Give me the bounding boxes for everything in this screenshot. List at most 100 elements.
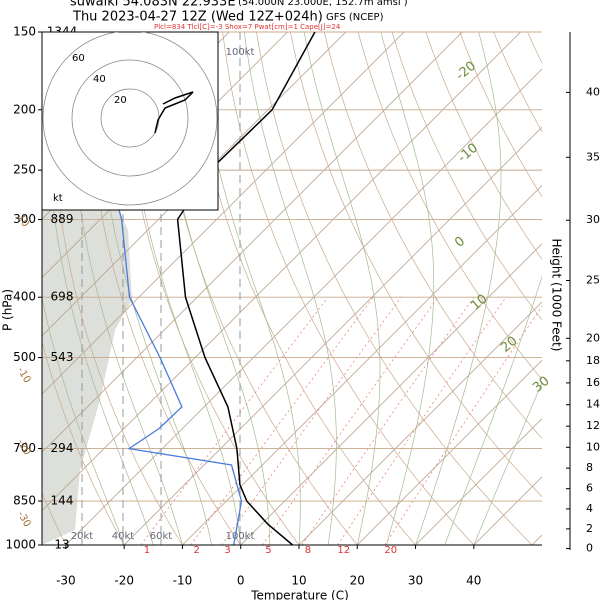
y-tick-label: 500 [13, 350, 36, 364]
dry-adiabat [120, 32, 300, 545]
y-tick-label: 250 [13, 163, 36, 177]
moist-adiabat [96, 32, 212, 545]
x-label: Temperature (C) [250, 589, 349, 600]
dry-adiabat [188, 32, 416, 545]
wind-ring-label: 40kt [112, 531, 135, 542]
moist-adiabat [42, 295, 125, 545]
isotherm [356, 359, 542, 545]
isotherm [298, 301, 542, 545]
moist-adiabat [157, 32, 271, 545]
x-tick-label: 10 [291, 574, 306, 588]
y2-tick-label: 30 [586, 213, 600, 226]
isotherm [182, 184, 542, 545]
dry-adiabat [86, 32, 241, 545]
y-tick-label: 700 [13, 441, 36, 455]
y-tick-label: 300 [13, 212, 36, 226]
moist-adiabat [196, 32, 301, 545]
x-tick-label: -20 [114, 574, 134, 588]
indices: Plcl=834 Tlcl[C]=-3 Shox=7 Pwat[cm]=1 Ca… [154, 23, 341, 31]
title-3: Thu 2023-04-27 12Z (Wed 12Z+024h) [72, 10, 323, 25]
isotherm [42, 32, 463, 453]
mixing-ratio-label: 3 [224, 545, 230, 556]
profile-line [176, 32, 316, 545]
moist-adiabat-label: 20 [498, 334, 520, 356]
dry-adiabat [290, 32, 542, 498]
hodograph-ring [71, 59, 189, 177]
y-tick-label: 400 [13, 290, 36, 304]
y2-tick-label: 2 [586, 522, 593, 535]
y2-tick-label: 14 [586, 398, 600, 411]
moist-adiabat [473, 381, 542, 545]
dry-adiabat [425, 32, 542, 260]
dry-adiabat-label: -30 [15, 510, 33, 530]
y2-tick-label: 6 [586, 482, 593, 495]
x-tick-label: 20 [350, 574, 365, 588]
moist-adiabat [303, 32, 381, 545]
dry-adiabat-label: -10 [15, 366, 33, 386]
isotherm [65, 68, 542, 545]
mixing-ratio-label: 2 [194, 545, 200, 556]
hodograph [154, 91, 194, 134]
hodograph-ring [42, 32, 218, 206]
y2-tick-label: 0 [586, 542, 593, 555]
hodograph-box [41, 31, 219, 211]
x-tick-label: 40 [466, 574, 481, 588]
hodograph-unit: kt [53, 193, 63, 204]
mixing-ratio-line [301, 296, 475, 545]
isotherm [42, 32, 347, 337]
y2-label: Height (1000 Feet) [550, 239, 564, 352]
hodograph-ring-label: 20 [114, 95, 127, 106]
moist-adiabat [444, 275, 542, 545]
mixing-ratio-label: 20 [384, 545, 397, 556]
y-tick-label: 850 [13, 494, 36, 508]
mixing-ratio-label: 12 [337, 545, 350, 556]
y2-tick-label: 16 [586, 376, 600, 389]
mixing-ratio-line [384, 305, 542, 545]
moist-adiabat [415, 32, 502, 545]
isotherm [415, 417, 542, 545]
isotherm [240, 243, 542, 545]
height-label: 889 [51, 212, 74, 226]
dry-adiabat [42, 491, 67, 545]
shade [42, 100, 132, 545]
dry-adiabat [323, 32, 542, 439]
hodograph-ring-label: 40 [93, 74, 106, 85]
height-label: 698 [51, 290, 74, 304]
mixing-ratio-label: 5 [265, 545, 271, 556]
height-label: 144 [51, 494, 74, 508]
moist-adiabat [243, 32, 337, 545]
y2-tick-label: 18 [586, 354, 600, 367]
y-tick-label: 150 [13, 25, 36, 39]
x-tick-label: -10 [173, 574, 193, 588]
title-2: (54.000N 23.000E, 152.7m amsl ) [238, 0, 408, 8]
moist-adiabat [380, 32, 435, 545]
x-tick-label: 30 [408, 574, 423, 588]
dry-adiabat [256, 32, 533, 545]
dry-adiabat [391, 32, 542, 321]
dry-adiabat [493, 32, 542, 133]
dry-adiabat [222, 32, 475, 545]
dry-adiabat [51, 32, 183, 545]
y2-tick-label: 25 [586, 273, 600, 286]
y-tick-label: 200 [13, 102, 36, 116]
hodograph-ring-label: 60 [72, 53, 85, 64]
y2-tick-label: 40 [586, 85, 600, 98]
wind-ring-label: 100kt [226, 531, 255, 542]
y-tick-label: 1000 [5, 538, 36, 552]
dry-adiabat [42, 340, 125, 545]
y2-tick-label: 8 [586, 461, 593, 474]
dry-adiabat [357, 32, 542, 381]
y2-tick-label: 4 [586, 502, 593, 515]
y-label: P (hPa) [1, 289, 15, 331]
mixing-ratio-label: 8 [305, 545, 311, 556]
height-label: 294 [51, 441, 74, 455]
height-label: 543 [51, 350, 74, 364]
mixing-ratio-line [262, 296, 439, 545]
mixing-ratio-label: 1 [144, 545, 150, 556]
moist-adiabat [124, 32, 242, 545]
moist-adiabat [46, 32, 154, 545]
dry-adiabat [595, 32, 600, 545]
title-1: suwalki 54.083N 22.933E [70, 0, 236, 10]
y2-tick-label: 35 [586, 150, 600, 163]
